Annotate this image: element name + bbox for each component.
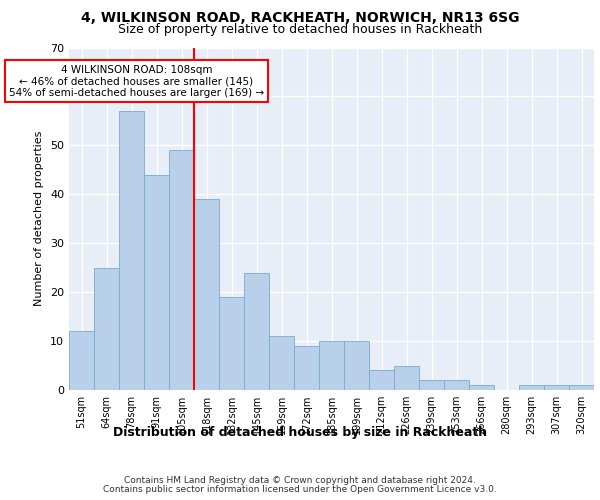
Bar [244, 272, 269, 390]
Bar [144, 174, 169, 390]
Bar [169, 150, 194, 390]
Bar [219, 297, 244, 390]
Text: 4 WILKINSON ROAD: 108sqm
← 46% of detached houses are smaller (145)
54% of semi-: 4 WILKINSON ROAD: 108sqm ← 46% of detach… [9, 64, 264, 98]
Y-axis label: Number of detached properties: Number of detached properties [34, 131, 44, 306]
Bar [119, 111, 144, 390]
Text: Contains HM Land Registry data © Crown copyright and database right 2024.: Contains HM Land Registry data © Crown c… [124, 476, 476, 485]
Bar [294, 346, 319, 390]
Bar [344, 341, 369, 390]
Bar [69, 332, 94, 390]
Bar [94, 268, 119, 390]
Bar [444, 380, 469, 390]
Text: Size of property relative to detached houses in Rackheath: Size of property relative to detached ho… [118, 22, 482, 36]
Bar [519, 385, 544, 390]
Bar [419, 380, 444, 390]
Bar [544, 385, 569, 390]
Text: Contains public sector information licensed under the Open Government Licence v3: Contains public sector information licen… [103, 485, 497, 494]
Bar [369, 370, 394, 390]
Bar [569, 385, 594, 390]
Text: Distribution of detached houses by size in Rackheath: Distribution of detached houses by size … [113, 426, 487, 439]
Bar [469, 385, 494, 390]
Bar [194, 199, 219, 390]
Bar [394, 366, 419, 390]
Bar [319, 341, 344, 390]
Text: 4, WILKINSON ROAD, RACKHEATH, NORWICH, NR13 6SG: 4, WILKINSON ROAD, RACKHEATH, NORWICH, N… [81, 11, 519, 25]
Bar [269, 336, 294, 390]
